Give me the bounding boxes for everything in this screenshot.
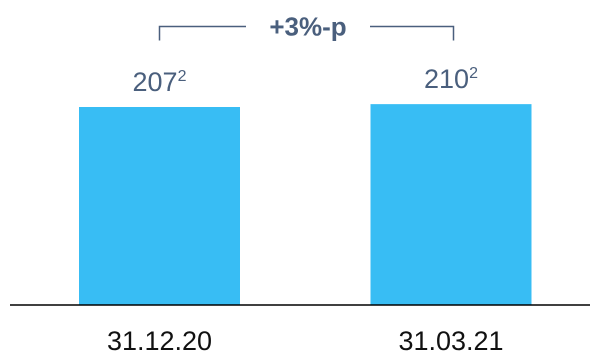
- bars-group: [79, 104, 532, 305]
- value-labels-group: 2072 2102: [133, 64, 479, 97]
- value-label-31.12.20: 2072: [133, 67, 187, 97]
- category-label-31.12.20: 31.12.20: [107, 326, 212, 356]
- value-label-number: 210: [424, 64, 469, 94]
- category-label-31.03.21: 31.03.21: [398, 326, 503, 356]
- change-bracket: +3%-p: [158, 12, 455, 42]
- bar-31.03.21: [370, 104, 532, 305]
- value-label-superscript: 2: [469, 65, 478, 82]
- value-label-superscript: 2: [178, 68, 187, 85]
- bracket-left-line: [158, 25, 246, 41]
- category-labels-group: 31.12.20 31.03.21: [107, 326, 504, 356]
- value-label-31.03.21: 2102: [424, 64, 478, 94]
- bar-31.12.20: [79, 107, 240, 305]
- value-label-number: 207: [133, 67, 178, 97]
- bracket-right-line: [370, 25, 455, 41]
- change-annotation: +3%-p: [269, 12, 346, 42]
